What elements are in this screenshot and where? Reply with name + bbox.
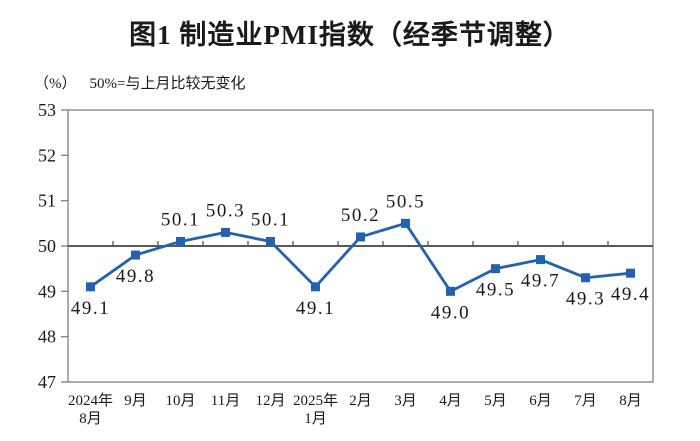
x-ticks bbox=[112, 241, 609, 246]
data-label: 49.1 bbox=[71, 298, 110, 319]
data-label: 49.0 bbox=[431, 302, 470, 323]
data-label: 50.5 bbox=[386, 191, 425, 212]
reference-note: 50%=与上月比较无变化 bbox=[89, 76, 246, 92]
data-point-marker bbox=[131, 250, 140, 260]
x-tick-label: 8月 bbox=[619, 393, 642, 409]
data-point-marker bbox=[221, 227, 230, 237]
x-tick-label: 10月 bbox=[165, 393, 195, 409]
data-point-marker bbox=[176, 236, 185, 246]
x-tick-label: 2024年 8月 bbox=[68, 392, 113, 427]
x-tick-label: 2025年 1月 bbox=[293, 392, 338, 427]
data-label: 50.1 bbox=[161, 209, 200, 230]
y-tick-label: 47 bbox=[38, 372, 56, 392]
y-tick-label: 52 bbox=[38, 145, 56, 165]
data-point-marker bbox=[311, 282, 320, 292]
data-point-marker bbox=[266, 236, 275, 246]
x-tick-label: 12月 bbox=[255, 393, 285, 409]
data-label: 49.4 bbox=[611, 284, 650, 305]
x-tick-label: 5月 bbox=[484, 393, 507, 409]
x-tick-label: 2月 bbox=[349, 393, 372, 409]
data-label: 50.3 bbox=[206, 200, 245, 221]
x-tick-label: 3月 bbox=[394, 393, 417, 409]
data-label: 49.1 bbox=[296, 298, 335, 319]
data-point-marker bbox=[536, 255, 545, 265]
data-label: 49.3 bbox=[566, 289, 605, 310]
x-tick-label: 7月 bbox=[574, 393, 597, 409]
y-tick-label: 51 bbox=[38, 191, 56, 211]
data-label: 49.5 bbox=[476, 280, 515, 301]
x-tick-label: 6月 bbox=[529, 393, 552, 409]
data-label: 50.1 bbox=[251, 209, 290, 230]
data-point-marker bbox=[626, 268, 635, 278]
y-tick-label: 48 bbox=[38, 327, 56, 347]
data-point-marker bbox=[581, 273, 590, 283]
y-axis-unit-label: （%） bbox=[34, 76, 77, 92]
data-point-marker bbox=[356, 232, 365, 242]
data-labels: 49.1 49.8 50.1 50.3 50.1 49.1 50.2 50.5 49.0 49.5… bbox=[71, 191, 650, 323]
x-tick-label: 11月 bbox=[211, 393, 240, 409]
y-tick-label: 50 bbox=[38, 236, 56, 256]
x-axis-labels: 2024年 8月 9月 10月 11月 12月 2025年 1月 2月 3月 4月 5月 6月 7月 8月 bbox=[68, 392, 642, 427]
data-point-marker bbox=[401, 218, 410, 228]
chart-title: 图1 制造业PMI指数（经季节调整） bbox=[129, 20, 571, 50]
y-axis: 47 48 49 50 51 52 53 bbox=[38, 100, 68, 392]
data-label: 49.7 bbox=[521, 271, 560, 292]
data-label: 50.2 bbox=[341, 205, 380, 226]
y-tick-label: 49 bbox=[38, 281, 56, 301]
y-tick-label: 53 bbox=[38, 100, 56, 120]
data-point-marker bbox=[446, 286, 455, 296]
chart-subtitle: （%） 50%=与上月比较无变化 bbox=[34, 72, 245, 93]
data-point-marker bbox=[491, 264, 500, 274]
series-markers bbox=[86, 218, 635, 296]
x-tick-label: 9月 bbox=[124, 393, 147, 409]
x-tick-label: 4月 bbox=[439, 393, 462, 409]
data-point-marker bbox=[86, 282, 95, 292]
data-label: 49.8 bbox=[116, 266, 155, 287]
